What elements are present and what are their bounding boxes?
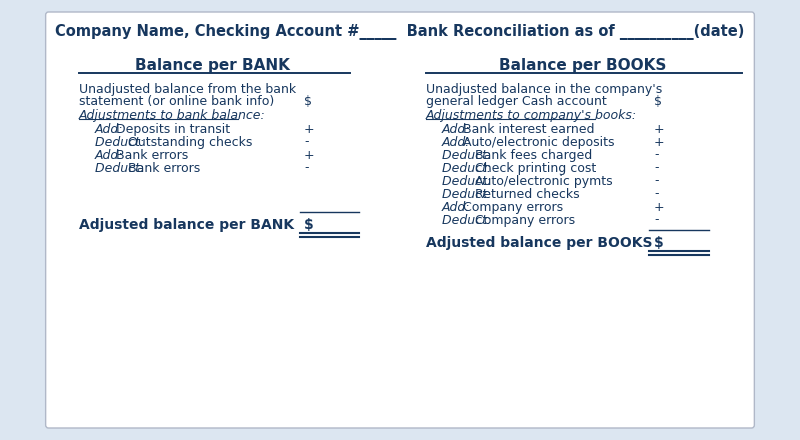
Text: -: - bbox=[654, 213, 658, 227]
Text: Adjustments to company's books:: Adjustments to company's books: bbox=[426, 109, 637, 121]
Text: Bank errors: Bank errors bbox=[116, 149, 188, 161]
Text: Add:: Add: bbox=[442, 136, 474, 149]
Text: Unadjusted balance in the company's: Unadjusted balance in the company's bbox=[426, 83, 662, 95]
Text: Company errors: Company errors bbox=[475, 213, 575, 227]
Text: Adjusted balance per BOOKS: Adjusted balance per BOOKS bbox=[426, 236, 652, 250]
Text: $: $ bbox=[654, 95, 662, 107]
Text: +: + bbox=[654, 201, 665, 213]
Text: Bank interest earned: Bank interest earned bbox=[462, 122, 594, 136]
Text: Add:: Add: bbox=[95, 122, 127, 136]
Text: Auto/electronic pymts: Auto/electronic pymts bbox=[475, 175, 613, 187]
Text: Check printing cost: Check printing cost bbox=[475, 161, 597, 175]
Text: -: - bbox=[654, 175, 658, 187]
Text: Unadjusted balance from the bank: Unadjusted balance from the bank bbox=[78, 83, 296, 95]
Text: Deduct:: Deduct: bbox=[442, 187, 495, 201]
Text: +: + bbox=[654, 122, 665, 136]
Text: Deduct:: Deduct: bbox=[95, 161, 148, 175]
Text: Returned checks: Returned checks bbox=[475, 187, 580, 201]
Text: +: + bbox=[304, 149, 314, 161]
Text: Adjustments to bank balance:: Adjustments to bank balance: bbox=[78, 109, 266, 121]
Text: Adjusted balance per BANK: Adjusted balance per BANK bbox=[78, 218, 294, 232]
Text: $: $ bbox=[304, 95, 312, 107]
Text: -: - bbox=[304, 136, 309, 149]
Text: Balance per BOOKS: Balance per BOOKS bbox=[499, 58, 666, 73]
Text: Deduct:: Deduct: bbox=[95, 136, 148, 149]
FancyBboxPatch shape bbox=[46, 12, 754, 428]
Text: -: - bbox=[654, 161, 658, 175]
Text: Bank fees charged: Bank fees charged bbox=[475, 149, 593, 161]
Text: Outstanding checks: Outstanding checks bbox=[128, 136, 253, 149]
Text: Company Name, Checking Account #_____  Bank Reconciliation as of __________(date: Company Name, Checking Account #_____ Ba… bbox=[55, 24, 745, 40]
Text: Add:: Add: bbox=[442, 122, 474, 136]
Text: $: $ bbox=[304, 218, 314, 232]
Text: Auto/electronic deposits: Auto/electronic deposits bbox=[462, 136, 614, 149]
Text: Company errors: Company errors bbox=[462, 201, 563, 213]
Text: -: - bbox=[304, 161, 309, 175]
Text: Bank errors: Bank errors bbox=[128, 161, 201, 175]
Text: -: - bbox=[654, 149, 658, 161]
Text: Add:: Add: bbox=[95, 149, 127, 161]
Text: -: - bbox=[654, 187, 658, 201]
Text: Deduct:: Deduct: bbox=[442, 161, 495, 175]
Text: Deduct:: Deduct: bbox=[442, 213, 495, 227]
Text: $: $ bbox=[654, 236, 664, 250]
Text: Deposits in transit: Deposits in transit bbox=[116, 122, 230, 136]
Text: statement (or online bank info): statement (or online bank info) bbox=[78, 95, 274, 107]
Text: Deduct:: Deduct: bbox=[442, 175, 495, 187]
Text: Add:: Add: bbox=[442, 201, 474, 213]
Text: Deduct:: Deduct: bbox=[442, 149, 495, 161]
Text: general ledger Cash account: general ledger Cash account bbox=[426, 95, 606, 107]
Text: +: + bbox=[304, 122, 314, 136]
Text: +: + bbox=[654, 136, 665, 149]
Text: Balance per BANK: Balance per BANK bbox=[135, 58, 290, 73]
